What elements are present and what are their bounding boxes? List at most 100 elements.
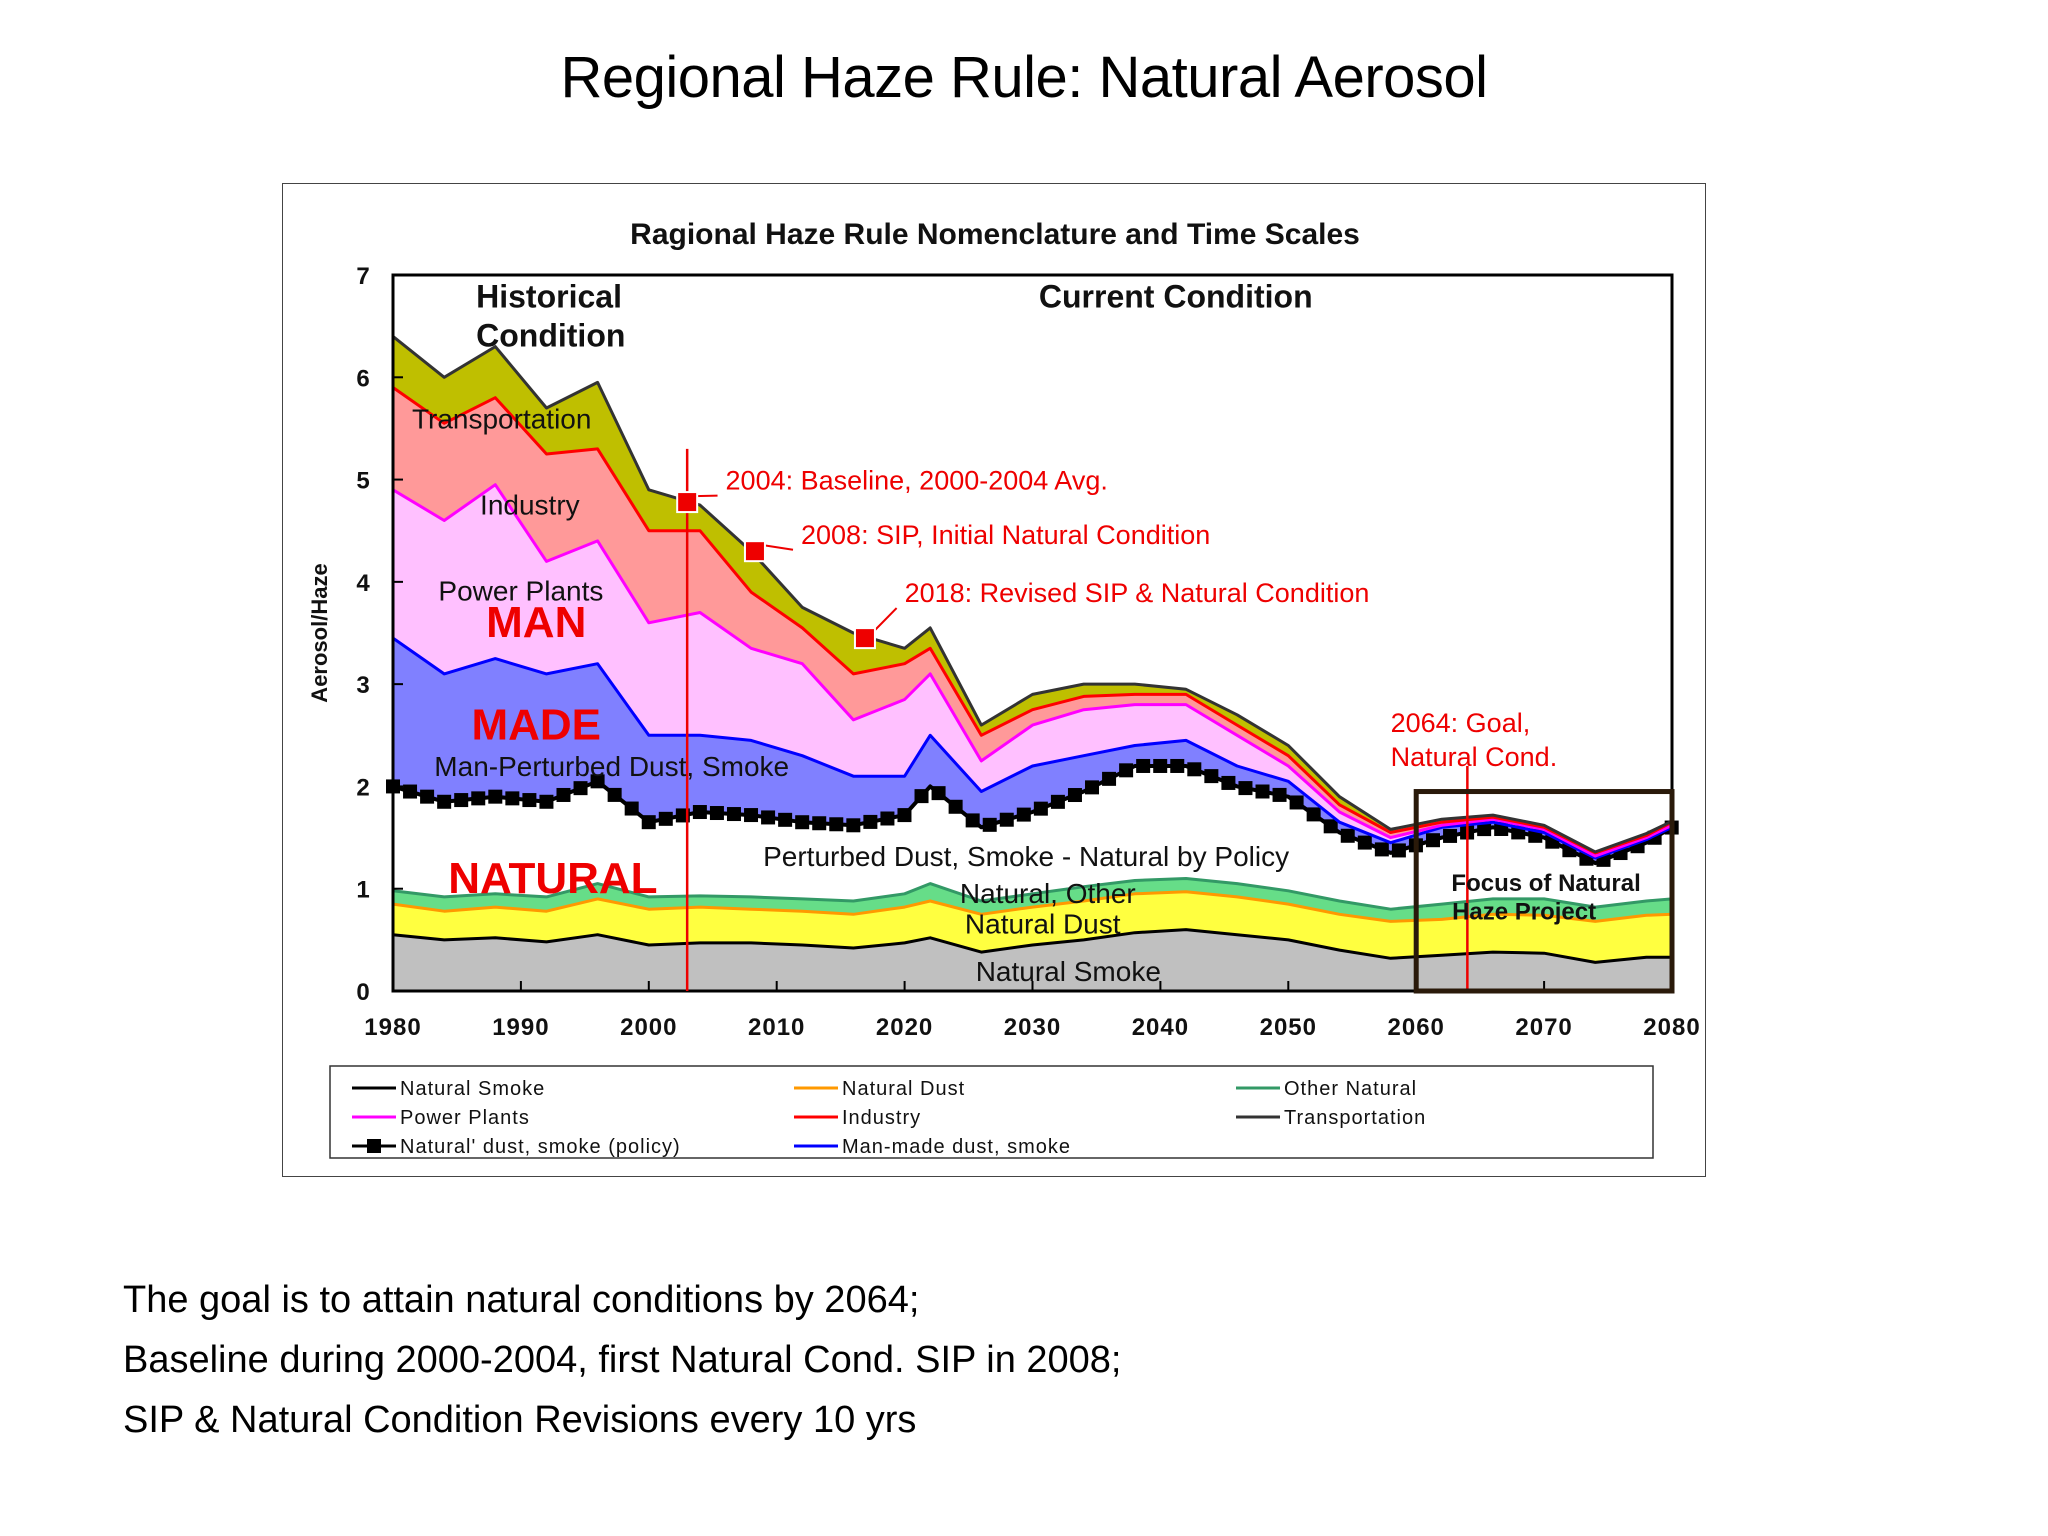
milestone-label: 2004: Baseline, 2000-2004 Avg.: [726, 466, 1108, 496]
y-tick-label: 3: [356, 672, 369, 699]
policy-marker-square: [1477, 822, 1492, 837]
area-label-natural: NATURAL: [448, 854, 657, 903]
legend-item-label: Natural Dust: [842, 1078, 965, 1100]
policy-marker-square: [1119, 763, 1134, 778]
policy-marker-square: [999, 812, 1014, 827]
y-tick-label: 7: [356, 263, 369, 290]
policy-marker-square: [1033, 801, 1048, 816]
line-industry: [392, 386, 1673, 855]
policy-marker-square: [1238, 781, 1253, 796]
y-tick-label: 0: [356, 979, 369, 1006]
policy-marker-square: [846, 818, 861, 833]
policy-marker-square: [1153, 758, 1168, 773]
policy-marker-square: [863, 814, 878, 829]
area-label-transportation: Transportation: [412, 403, 591, 434]
x-tick-label: 2040: [1132, 1014, 1189, 1041]
policy-marker-square: [812, 816, 827, 831]
y-tick-label: 1: [356, 877, 369, 904]
policy-marker-square: [829, 817, 844, 832]
policy-marker-square: [556, 787, 571, 802]
focus-box: [1413, 789, 1675, 994]
x-tick-label: 2010: [748, 1014, 805, 1041]
legend-item-label: Industry: [842, 1107, 921, 1129]
y-tick-label: 5: [356, 468, 369, 495]
x-tick-label: 2000: [620, 1014, 677, 1041]
policy-marker-square: [1187, 762, 1202, 777]
policy-marker-square: [1050, 794, 1065, 809]
policy-marker-square: [1443, 828, 1458, 843]
policy-marker-square: [1374, 842, 1389, 857]
x-tick-label: 2050: [1260, 1014, 1317, 1041]
y-axis-label: Aerosol/Haze: [307, 563, 332, 702]
policy-marker-square: [795, 815, 810, 830]
chart-title: Ragional Haze Rule Nomenclature and Time…: [630, 218, 1360, 251]
line-transportation: [392, 335, 1673, 854]
period-label: Current Condition: [1039, 279, 1313, 315]
policy-marker-square: [982, 817, 997, 832]
policy-marker-square: [1306, 807, 1321, 822]
area-label-natural-dust: Natural Dust: [965, 909, 1121, 940]
policy-marker-square: [505, 791, 520, 806]
policy-marker-square: [709, 806, 724, 821]
y-tick-label: 6: [356, 365, 369, 392]
line-other-natural: [392, 877, 1673, 911]
area-label-man-perturbed: Man-Perturbed Dust, Smoke: [434, 751, 789, 782]
legend-item-label: Other Natural: [1284, 1078, 1417, 1100]
policy-marker-square: [624, 801, 639, 816]
policy-marker-square: [607, 787, 622, 802]
policy-marker-square: [965, 813, 980, 828]
milestone-label: 2018: Revised SIP & Natural Condition: [905, 578, 1370, 608]
area-label-power-plants: Power Plants: [438, 575, 603, 606]
policy-marker-square: [1016, 807, 1031, 822]
policy-marker-square: [1255, 784, 1270, 799]
policy-marker-square: [539, 794, 554, 809]
caption-line-3: SIP & Natural Condition Revisions every …: [123, 1399, 917, 1441]
policy-marker-square: [1272, 787, 1287, 802]
slide-caption: The goal is to attain natural conditions…: [123, 1270, 1121, 1450]
line-man-made-dust-smoke: [392, 636, 1673, 860]
x-tick-label: 2020: [876, 1014, 933, 1041]
period-label: Condition: [476, 318, 625, 354]
area-label-made: MADE: [471, 700, 601, 749]
milestone-marker: [676, 491, 699, 514]
policy-marker-square: [948, 799, 963, 814]
x-tick-label: 1990: [492, 1014, 549, 1041]
chart-frame: Ragional Haze Rule Nomenclature and Time…: [282, 183, 1706, 1177]
policy-marker-square: [744, 808, 759, 823]
milestone-leader-line: [762, 544, 794, 551]
policy-marker-square: [726, 807, 741, 822]
policy-marker-square: [590, 774, 605, 789]
caption-line-1: The goal is to attain natural conditions…: [123, 1279, 920, 1321]
policy-marker-square: [1136, 758, 1151, 773]
x-tick-label: 1980: [364, 1014, 421, 1041]
policy-marker-square: [437, 794, 452, 809]
policy-marker-square: [641, 815, 656, 830]
policy-marker-square: [914, 789, 929, 804]
legend-item-label: Transportation: [1284, 1107, 1426, 1129]
policy-marker-square: [1425, 833, 1440, 848]
legend-item-label: Power Plants: [400, 1107, 530, 1129]
area-label-policy: Perturbed Dust, Smoke - Natural by Polic…: [763, 841, 1289, 872]
area-label-industry: Industry: [480, 489, 580, 520]
policy-marker-square: [420, 789, 435, 804]
policy-marker-square: [1085, 780, 1100, 795]
legend-item-label: Natural' dust, smoke (policy): [400, 1136, 681, 1158]
milestone-marker: [853, 627, 876, 650]
policy-marker-square: [1391, 843, 1406, 858]
area-label-natural-smoke: Natural Smoke: [976, 956, 1161, 987]
policy-marker-square: [897, 808, 912, 823]
policy-marker-square: [1357, 835, 1372, 850]
policy-marker-square: [880, 811, 895, 826]
policy-marker-square: [488, 789, 503, 804]
slide-title: Regional Haze Rule: Natural Aerosol: [560, 45, 1488, 110]
policy-marker-square: [471, 791, 486, 806]
milestone-marker: [743, 540, 766, 563]
milestone-leader-line: [872, 607, 898, 633]
x-tick-label: 2030: [1004, 1014, 1061, 1041]
policy-marker-square: [1170, 758, 1185, 773]
line-power-plants: [392, 483, 1673, 858]
milestone-label: 2008: SIP, Initial Natural Condition: [801, 520, 1210, 550]
x-tick-label: 2060: [1388, 1014, 1445, 1041]
goal-label-line-2: Natural Cond.: [1391, 742, 1558, 772]
policy-marker-square: [454, 793, 469, 808]
